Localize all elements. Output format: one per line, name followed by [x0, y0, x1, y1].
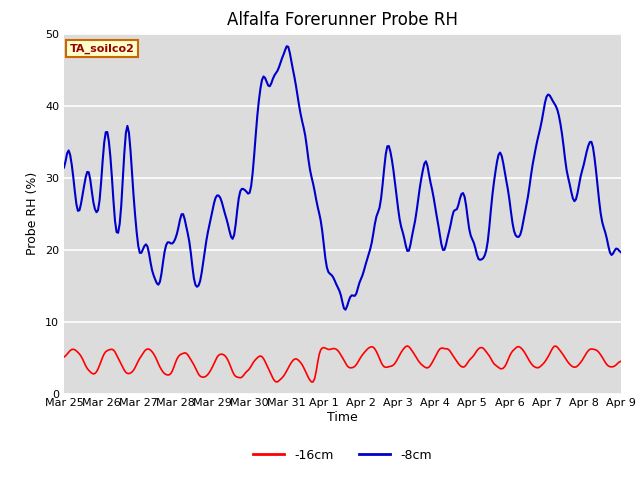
Title: Alfalfa Forerunner Probe RH: Alfalfa Forerunner Probe RH	[227, 11, 458, 29]
X-axis label: Time: Time	[327, 411, 358, 424]
Legend: -16cm, -8cm: -16cm, -8cm	[248, 444, 436, 467]
Y-axis label: Probe RH (%): Probe RH (%)	[26, 172, 40, 255]
Text: TA_soilco2: TA_soilco2	[70, 44, 134, 54]
